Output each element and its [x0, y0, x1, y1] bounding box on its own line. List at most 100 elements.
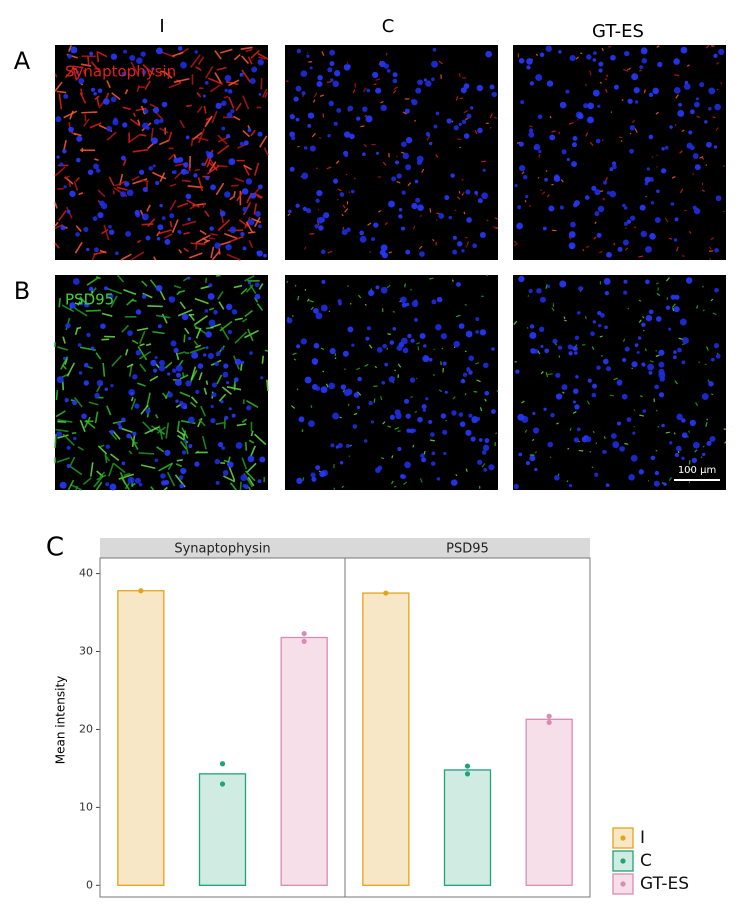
nucleus	[565, 89, 570, 94]
stain-fiber	[342, 204, 346, 209]
stain-fiber	[97, 445, 108, 455]
nucleus	[389, 414, 395, 420]
nucleus	[598, 68, 603, 73]
stain-fiber	[142, 292, 153, 299]
nucleus	[296, 48, 302, 54]
nucleus	[339, 192, 345, 197]
nucleus	[59, 481, 67, 489]
nucleus	[75, 70, 79, 74]
nucleus	[313, 307, 319, 314]
stain-fiber	[214, 72, 223, 84]
stain-fiber	[256, 194, 262, 199]
nucleus	[544, 348, 550, 354]
nucleus	[692, 441, 700, 449]
stain-fiber	[475, 361, 480, 365]
nucleus	[332, 80, 339, 88]
nucleus	[65, 322, 71, 329]
nucleus	[557, 345, 563, 350]
nucleus	[713, 145, 718, 149]
stain-fiber	[631, 119, 636, 124]
nucleus	[603, 358, 609, 365]
stain-fiber	[639, 395, 643, 398]
nucleus	[634, 100, 639, 104]
nucleus	[301, 91, 306, 96]
stain-fiber	[524, 200, 527, 203]
nucleus	[444, 390, 448, 394]
nucleus	[596, 365, 601, 370]
nucleus	[227, 461, 234, 468]
nucleus	[417, 204, 424, 212]
stain-fiber	[93, 476, 103, 488]
stain-fiber	[322, 370, 325, 373]
stain-fiber	[132, 148, 149, 153]
nucleus	[67, 53, 72, 59]
stain-fiber	[547, 373, 553, 376]
nucleus	[409, 377, 416, 383]
stain-fiber	[101, 228, 109, 235]
nucleus	[164, 238, 171, 245]
nucleus	[250, 192, 257, 199]
nucleus	[303, 146, 308, 150]
nucleus	[603, 450, 607, 454]
nucleus	[450, 173, 455, 178]
nucleus	[204, 80, 209, 85]
nucleus	[60, 225, 66, 231]
nucleus	[259, 456, 266, 463]
stain-fiber	[58, 297, 61, 308]
nucleus	[612, 441, 620, 449]
stain-fiber	[74, 307, 88, 317]
nucleus	[230, 109, 235, 114]
nucleus	[529, 81, 535, 86]
stain-fiber	[344, 208, 349, 213]
stain-fiber	[190, 366, 197, 381]
nucleus	[178, 475, 184, 480]
nucleus	[658, 349, 665, 356]
stain-fiber	[164, 361, 173, 369]
stain-fiber	[152, 171, 167, 180]
nucleus	[100, 202, 108, 210]
stain-fiber	[464, 303, 467, 306]
stain-fiber	[688, 468, 692, 471]
stain-fiber	[531, 438, 535, 442]
nucleus	[202, 94, 206, 98]
nucleus	[188, 416, 195, 424]
nucleus	[630, 215, 636, 221]
nucleus	[460, 87, 467, 94]
stain-fiber	[673, 432, 676, 435]
stain-fiber	[649, 360, 654, 363]
nucleus	[221, 126, 226, 131]
stain-fiber	[380, 396, 383, 401]
nucleus	[392, 72, 398, 78]
nucleus	[104, 286, 108, 291]
stain-fiber	[199, 229, 207, 236]
nucleus	[460, 379, 466, 384]
nucleus	[653, 480, 660, 487]
nucleus	[398, 207, 403, 212]
nucleus	[532, 411, 536, 416]
nucleus	[121, 417, 126, 422]
stain-fiber	[700, 456, 703, 459]
nucleus	[309, 145, 316, 152]
nucleus	[713, 53, 718, 58]
stain-fiber	[205, 380, 209, 385]
legend-label: GT-ES	[640, 874, 689, 894]
nucleus	[400, 474, 405, 479]
stain-fiber	[106, 131, 117, 141]
nucleus	[552, 338, 558, 344]
stain-fiber	[208, 307, 215, 311]
stain-fiber	[195, 327, 202, 339]
nucleus	[670, 202, 675, 206]
nucleus	[293, 96, 299, 102]
stain-fiber	[312, 99, 316, 103]
stain-fiber	[188, 166, 191, 172]
stain-fiber	[244, 274, 255, 282]
stain-fiber	[681, 129, 685, 133]
stain-fiber	[68, 45, 72, 52]
nucleus	[491, 347, 495, 351]
nucleus	[365, 115, 373, 123]
nucleus	[478, 438, 483, 442]
nucleus	[295, 85, 302, 92]
stain-fiber	[88, 401, 99, 406]
stain-fiber	[527, 295, 530, 297]
stain-fiber	[426, 136, 430, 141]
